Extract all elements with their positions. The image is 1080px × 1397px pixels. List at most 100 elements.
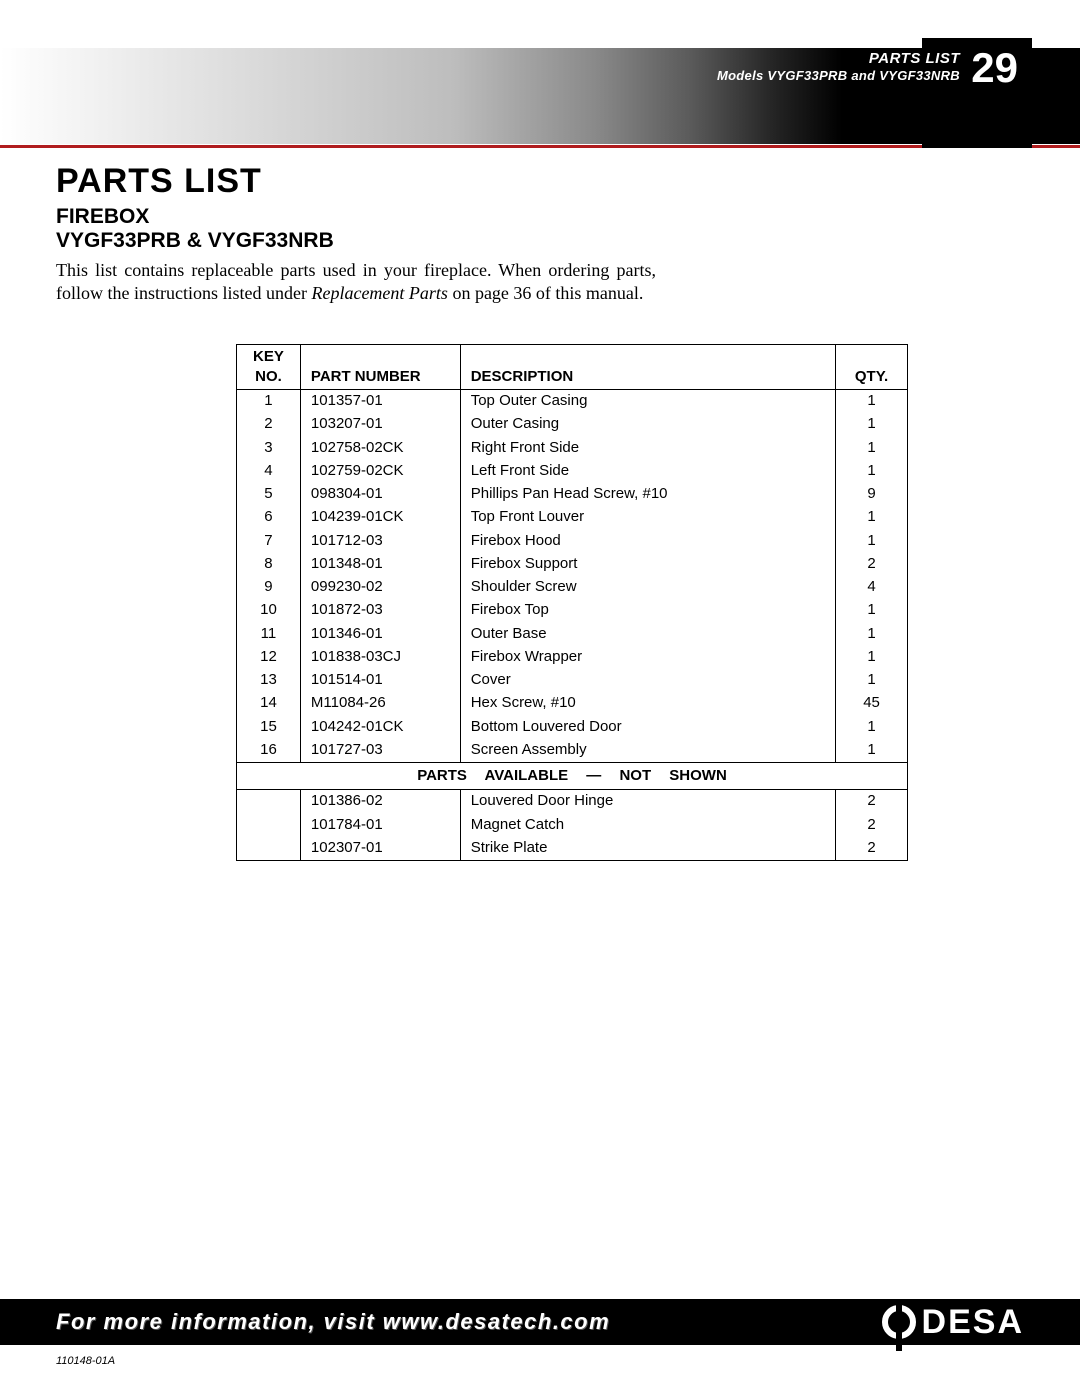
table-row: 16101727-03Screen Assembly1 [237, 738, 908, 762]
table-row: 1101357-01Top Outer Casing1 [237, 389, 908, 413]
table-row: 11101346-01Outer Base1 [237, 622, 908, 645]
cell-qty: 1 [836, 622, 908, 645]
cell-pn: 101784-01 [300, 813, 460, 836]
parts-table: KEY NO. PART NUMBER DESCRIPTION QTY. 110… [236, 344, 908, 861]
cell-pn: 101346-01 [300, 622, 460, 645]
intro-text-post: on page 36 of this manual. [448, 283, 643, 303]
cell-pn: 098304-01 [300, 483, 460, 506]
table-row: 102307-01Strike Plate2 [237, 836, 908, 860]
cell-desc: Strike Plate [460, 836, 835, 860]
cell-pn: 101727-03 [300, 738, 460, 762]
cell-desc: Firebox Wrapper [460, 645, 835, 668]
brand-logo: DESA [882, 1303, 1024, 1342]
cell-qty: 1 [836, 436, 908, 459]
cell-key [237, 836, 301, 860]
cell-key: 14 [237, 692, 301, 715]
cell-pn: 101838-03CJ [300, 645, 460, 668]
cell-desc: Outer Base [460, 622, 835, 645]
cell-desc: Firebox Support [460, 552, 835, 575]
cell-desc: Cover [460, 669, 835, 692]
cell-key: 2 [237, 413, 301, 436]
cell-key: 12 [237, 645, 301, 668]
cell-desc: Hex Screw, #10 [460, 692, 835, 715]
cell-qty: 1 [836, 413, 908, 436]
cell-key: 7 [237, 529, 301, 552]
cell-qty: 2 [836, 836, 908, 860]
cell-key: 9 [237, 576, 301, 599]
cell-key: 16 [237, 738, 301, 762]
cell-desc: Bottom Louvered Door [460, 715, 835, 738]
cell-desc: Phillips Pan Head Screw, #10 [460, 483, 835, 506]
cell-key: 15 [237, 715, 301, 738]
section-subtitle-line1: FIREBOX [56, 205, 1024, 229]
cell-key: 13 [237, 669, 301, 692]
table-row: 4102759-02CKLeft Front Side1 [237, 459, 908, 482]
cell-desc: Top Front Louver [460, 506, 835, 529]
cell-desc: Outer Casing [460, 413, 835, 436]
cell-pn: 103207-01 [300, 413, 460, 436]
cell-qty: 1 [836, 715, 908, 738]
cell-qty: 1 [836, 669, 908, 692]
cell-pn: 104242-01CK [300, 715, 460, 738]
section-subtitle-line2: VYGF33PRB & VYGF33NRB [56, 229, 1024, 253]
page-number: 29 [971, 44, 1018, 92]
page-number-badge: PARTS LIST Models VYGF33PRB and VYGF33NR… [922, 38, 1032, 148]
cell-pn: M11084-26 [300, 692, 460, 715]
col-header-part-number: PART NUMBER [300, 345, 460, 390]
cell-key: 1 [237, 389, 301, 413]
cell-key: 5 [237, 483, 301, 506]
cell-qty: 1 [836, 738, 908, 762]
cell-pn: 101514-01 [300, 669, 460, 692]
cell-qty: 2 [836, 813, 908, 836]
table-row: 2103207-01Outer Casing1 [237, 413, 908, 436]
section-title: PARTS LIST [56, 162, 1024, 201]
cell-desc: Firebox Hood [460, 529, 835, 552]
cell-desc: Firebox Top [460, 599, 835, 622]
parts-table-head: KEY NO. PART NUMBER DESCRIPTION QTY. [237, 345, 908, 390]
cell-pn: 101386-02 [300, 789, 460, 813]
cell-key [237, 813, 301, 836]
content-area: PARTS LIST FIREBOX VYGF33PRB & VYGF33NRB… [56, 162, 1024, 861]
footer-bar: For more information, visit www.desatech… [0, 1299, 1080, 1345]
table-row: 14M11084-26Hex Screw, #1045 [237, 692, 908, 715]
cell-qty: 9 [836, 483, 908, 506]
table-row: 9099230-02Shoulder Screw4 [237, 576, 908, 599]
table-row: 101784-01Magnet Catch2 [237, 813, 908, 836]
cell-desc: Right Front Side [460, 436, 835, 459]
cell-pn: 104239-01CK [300, 506, 460, 529]
intro-text-em: Replacement Parts [311, 283, 447, 303]
parts-table-wrapper: KEY NO. PART NUMBER DESCRIPTION QTY. 110… [236, 344, 908, 861]
table-row: 8101348-01Firebox Support2 [237, 552, 908, 575]
cell-pn: 102307-01 [300, 836, 460, 860]
table-row: 15104242-01CKBottom Louvered Door1 [237, 715, 908, 738]
cell-key: 8 [237, 552, 301, 575]
cell-pn: 101357-01 [300, 389, 460, 413]
cell-qty: 1 [836, 459, 908, 482]
header-red-rule [0, 145, 1080, 148]
table-row: 7101712-03Firebox Hood1 [237, 529, 908, 552]
cell-key: 6 [237, 506, 301, 529]
col-header-key-line1: KEY [253, 348, 284, 365]
intro-paragraph: This list contains replaceable parts use… [56, 259, 656, 304]
table-row: 12101838-03CJFirebox Wrapper1 [237, 645, 908, 668]
cell-qty: 2 [836, 552, 908, 575]
cell-pn: 099230-02 [300, 576, 460, 599]
cell-key: 4 [237, 459, 301, 482]
cell-qty: 1 [836, 599, 908, 622]
brand-logo-text: DESA [922, 1303, 1024, 1342]
table-row: 13101514-01Cover1 [237, 669, 908, 692]
cell-qty: 4 [836, 576, 908, 599]
brand-logo-icon [882, 1305, 916, 1339]
cell-pn: 102759-02CK [300, 459, 460, 482]
cell-desc: Louvered Door Hinge [460, 789, 835, 813]
cell-qty: 1 [836, 529, 908, 552]
cell-key [237, 789, 301, 813]
cell-desc: Screen Assembly [460, 738, 835, 762]
table-row: 5098304-01Phillips Pan Head Screw, #109 [237, 483, 908, 506]
cell-qty: 45 [836, 692, 908, 715]
cell-qty: 2 [836, 789, 908, 813]
separator-label: PARTS AVAILABLE — NOT SHOWN [237, 762, 908, 789]
cell-key: 11 [237, 622, 301, 645]
footer-tagline: For more information, visit www.desatech… [56, 1309, 610, 1335]
cell-pn: 101712-03 [300, 529, 460, 552]
